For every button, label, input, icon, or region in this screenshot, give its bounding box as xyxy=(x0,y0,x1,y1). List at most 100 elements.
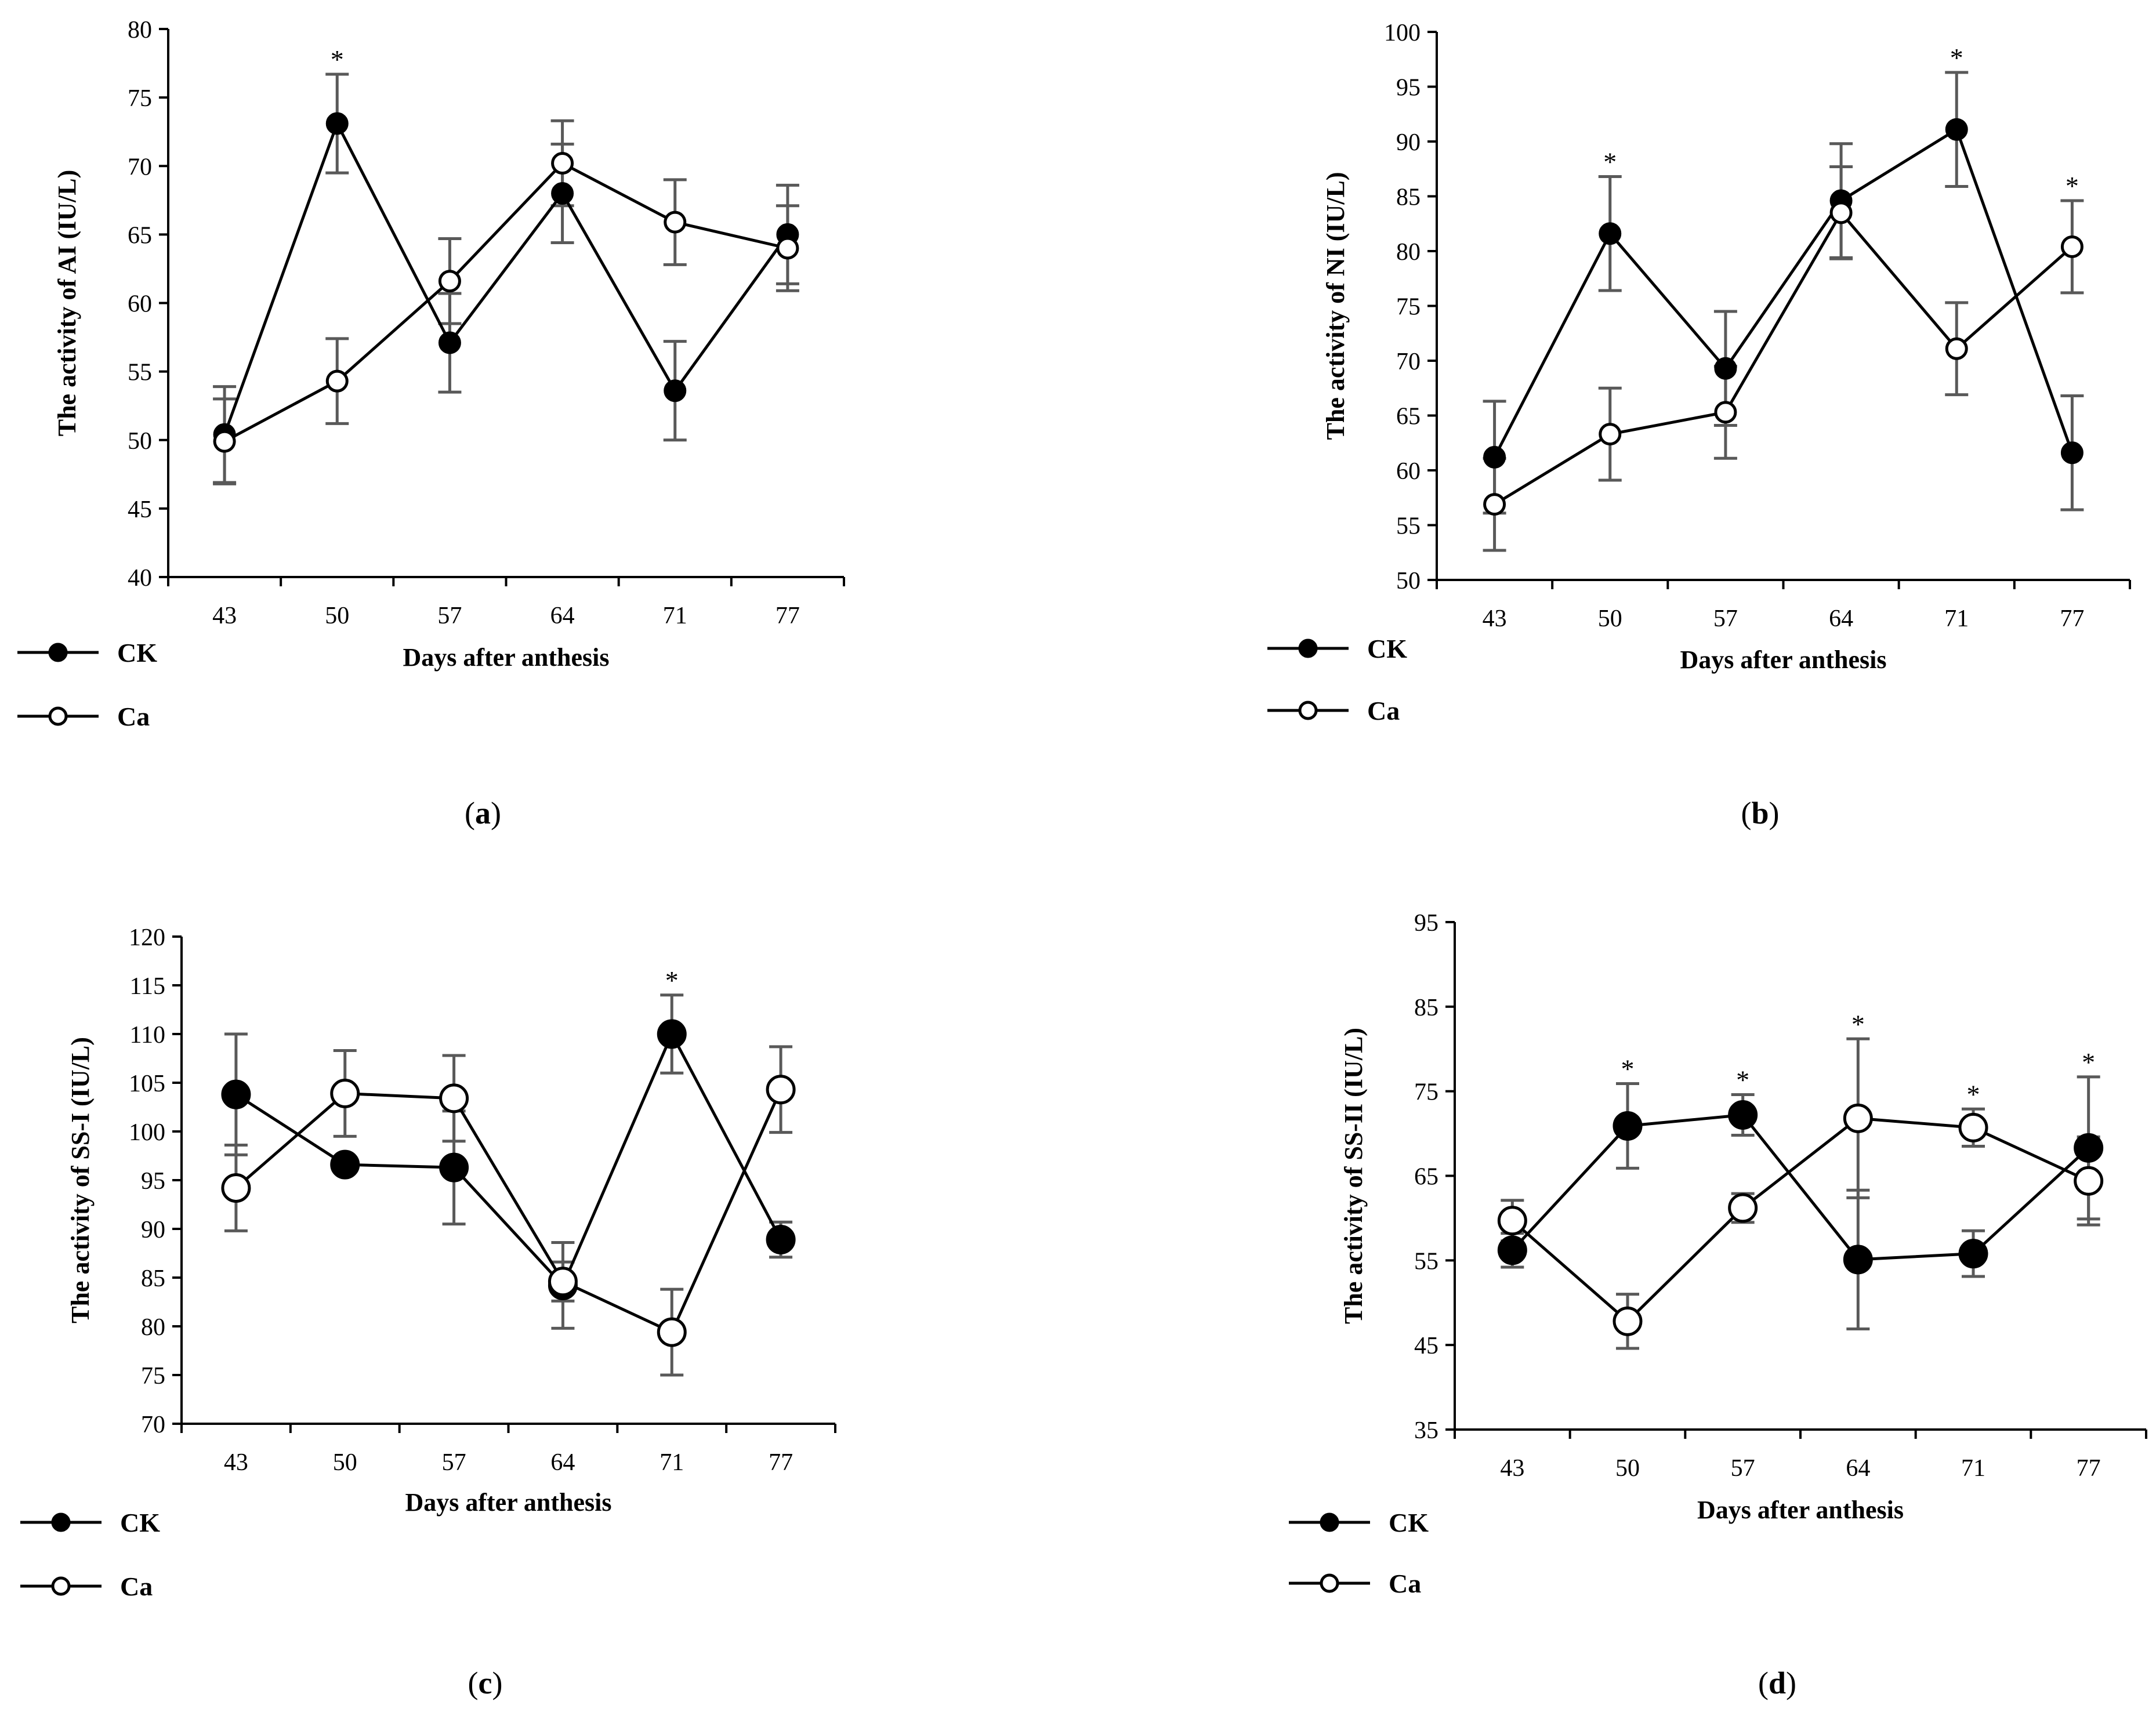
x-tick-label: 77 xyxy=(769,1449,793,1476)
legend-entry-ca: Ca xyxy=(20,1572,153,1601)
x-tick-label: 77 xyxy=(776,603,800,629)
data-point-ck xyxy=(1714,357,1737,380)
data-point-ca xyxy=(1945,337,1968,360)
data-point-ca xyxy=(1497,1206,1527,1236)
data-point-ca xyxy=(438,270,461,293)
legend-marker xyxy=(1298,701,1318,720)
y-tick-label: 75 xyxy=(1414,1079,1438,1106)
legend-label: Ca xyxy=(1367,696,1400,726)
significance-marker: * xyxy=(2066,171,2079,201)
legend-marker xyxy=(1320,1512,1339,1532)
y-tick-label: 105 xyxy=(129,1071,165,1097)
x-tick-label: 50 xyxy=(1598,605,1622,632)
x-tick-label: 77 xyxy=(2077,1455,2101,1482)
x-tick-label: 57 xyxy=(442,1449,466,1476)
series-line-ca xyxy=(223,161,788,443)
significance-marker: * xyxy=(2082,1047,2095,1077)
data-point-ck xyxy=(1958,1239,1988,1269)
y-tick-label: 90 xyxy=(141,1217,165,1243)
chart-panel-d: 35 45 55 65 75 85 95 43 50 57 64 71 77 The activity o… xyxy=(1289,910,2147,1700)
data-point-ca xyxy=(221,1173,251,1203)
y-tick-label: 85 xyxy=(141,1265,165,1292)
panel-label: (c) xyxy=(468,1666,503,1700)
x-axis-title: Days after anthesis xyxy=(1680,645,1886,674)
data-point-ca xyxy=(2060,235,2083,258)
y-tick-label: 45 xyxy=(128,496,152,523)
x-tick-label: 77 xyxy=(2060,605,2084,632)
significance-marker: * xyxy=(1851,1009,1865,1039)
data-point-ca xyxy=(776,237,799,260)
x-tick-label: 71 xyxy=(660,1449,684,1476)
series-line-ca xyxy=(1511,1116,2089,1323)
y-tick-label: 110 xyxy=(130,1022,165,1049)
data-point-ca xyxy=(548,1267,578,1297)
legend-entry-ck: CK xyxy=(1289,1508,1429,1537)
significance-marker: * xyxy=(1621,1054,1635,1084)
legend-entry-ck: CK xyxy=(20,1508,160,1537)
y-tick-label: 75 xyxy=(1396,294,1421,321)
significance-marker: * xyxy=(1603,147,1617,176)
x-tick-label: 71 xyxy=(1944,605,1969,632)
x-tick-label: 57 xyxy=(1713,605,1738,632)
y-tick-label: 85 xyxy=(1396,184,1421,211)
data-point-ck xyxy=(1613,1111,1643,1141)
significance-marker: * xyxy=(1736,1065,1749,1095)
legend-marker xyxy=(51,1512,71,1532)
x-axis-title: Days after anthesis xyxy=(1697,1496,1904,1524)
legend-label: Ca xyxy=(117,702,150,731)
legend-label: Ca xyxy=(1389,1569,1421,1598)
data-point-ca xyxy=(551,152,574,175)
x-tick-label: 64 xyxy=(1846,1455,1870,1482)
y-tick-label: 65 xyxy=(128,222,152,249)
y-tick-label: 65 xyxy=(1396,404,1421,430)
significance-marker: * xyxy=(665,966,679,995)
series-line-ck xyxy=(235,1031,782,1288)
y-tick-label: 120 xyxy=(129,924,165,951)
legend-entry-ca: Ca xyxy=(17,702,150,731)
x-tick-label: 50 xyxy=(333,1449,357,1476)
x-tick-label: 64 xyxy=(550,603,575,629)
panel-label: (d) xyxy=(1758,1666,1796,1700)
data-point-ck xyxy=(221,1079,251,1109)
data-point-ca xyxy=(325,369,349,393)
legend-label: Ca xyxy=(120,1572,153,1601)
legend-marker xyxy=(51,1576,71,1596)
significance-marker: * xyxy=(1967,1079,1980,1109)
data-point-ck xyxy=(439,1152,469,1182)
legend-label: CK xyxy=(117,638,157,668)
series-line-ca xyxy=(235,1089,782,1334)
legend-marker xyxy=(48,643,68,662)
data-point-ca xyxy=(1843,1103,1873,1133)
data-point-ca xyxy=(1958,1112,1988,1142)
x-tick-label: 57 xyxy=(1731,1455,1755,1482)
data-point-ca xyxy=(2074,1166,2104,1196)
y-tick-label: 55 xyxy=(128,360,152,386)
significance-marker: * xyxy=(331,45,344,74)
data-point-ck xyxy=(657,1019,687,1049)
y-tick-label: 55 xyxy=(1414,1248,1438,1275)
legend-entry-ca: Ca xyxy=(1267,696,1400,726)
y-tick-label: 35 xyxy=(1414,1417,1438,1444)
y-axis-title: The activity of AI (IU/L) xyxy=(53,170,81,437)
y-tick-label: 45 xyxy=(1414,1333,1438,1359)
x-tick-label: 43 xyxy=(1483,605,1507,632)
data-point-ck xyxy=(1599,222,1622,245)
panel-label: (b) xyxy=(1741,796,1779,830)
series-line-ck xyxy=(223,119,789,436)
significance-marker: * xyxy=(1950,43,1963,72)
data-point-ck xyxy=(551,182,574,205)
legend-label: CK xyxy=(120,1508,160,1537)
y-tick-label: 70 xyxy=(141,1412,165,1438)
y-tick-label: 95 xyxy=(141,1168,165,1195)
y-tick-label: 50 xyxy=(1396,568,1421,594)
y-tick-label: 80 xyxy=(1396,239,1421,266)
y-tick-label: 75 xyxy=(141,1363,165,1390)
y-tick-label: 65 xyxy=(1414,1164,1438,1191)
data-point-ca xyxy=(213,430,236,453)
data-point-ca xyxy=(1599,423,1622,446)
x-tick-label: 43 xyxy=(1500,1455,1524,1482)
series-line-ck xyxy=(1493,127,2074,458)
data-point-ca xyxy=(330,1078,360,1108)
x-tick-label: 64 xyxy=(1829,605,1853,632)
chart-panel-a: 40 45 50 55 60 65 70 75 80 43 50 57 64 71 77 The activi… xyxy=(17,17,845,830)
